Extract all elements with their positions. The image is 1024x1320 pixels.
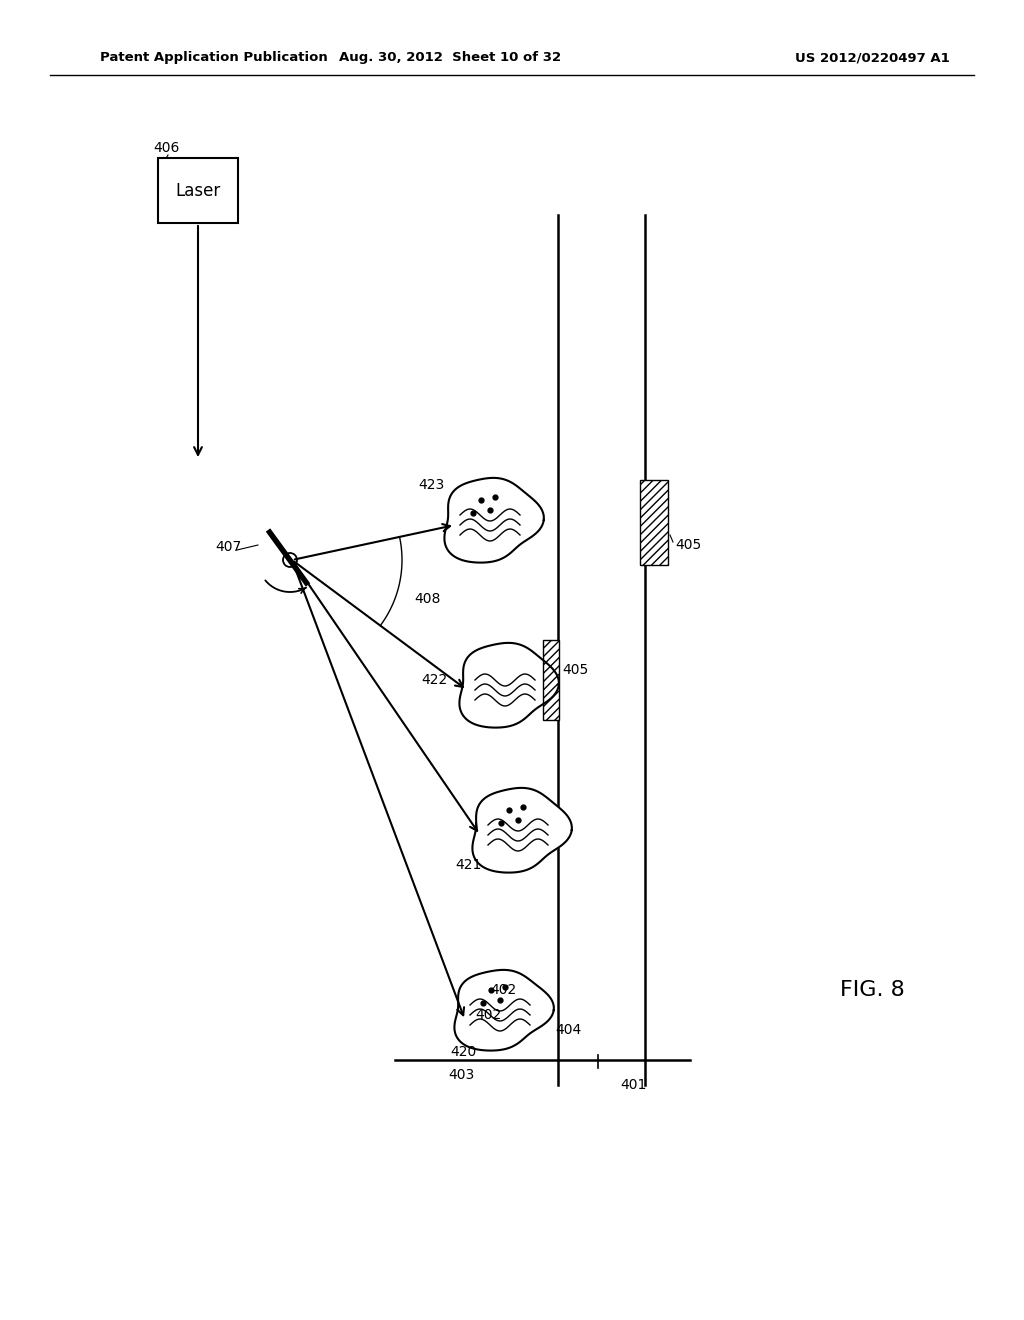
Text: 423: 423 — [419, 478, 445, 492]
Bar — [543, 640, 559, 719]
Text: 402: 402 — [490, 983, 516, 997]
Text: 407: 407 — [215, 540, 242, 554]
Text: 402: 402 — [475, 1008, 502, 1022]
Bar — [640, 480, 668, 565]
Polygon shape — [455, 970, 554, 1051]
Text: 420: 420 — [450, 1045, 476, 1059]
Bar — [158, 158, 238, 223]
Polygon shape — [472, 788, 571, 873]
Text: 408: 408 — [415, 593, 441, 606]
Text: 406: 406 — [153, 141, 179, 154]
Text: Laser: Laser — [175, 181, 220, 199]
Text: 405: 405 — [562, 663, 588, 677]
Text: Patent Application Publication: Patent Application Publication — [100, 51, 328, 65]
Polygon shape — [460, 643, 559, 727]
Text: US 2012/0220497 A1: US 2012/0220497 A1 — [796, 51, 950, 65]
Polygon shape — [444, 478, 544, 562]
Text: 405: 405 — [675, 539, 701, 552]
Text: 421: 421 — [455, 858, 481, 873]
Text: Aug. 30, 2012  Sheet 10 of 32: Aug. 30, 2012 Sheet 10 of 32 — [339, 51, 561, 65]
Text: 401: 401 — [620, 1078, 646, 1092]
Text: FIG. 8: FIG. 8 — [840, 979, 905, 1001]
Text: 422: 422 — [422, 673, 449, 686]
Text: 404: 404 — [555, 1023, 582, 1038]
Text: 403: 403 — [449, 1068, 474, 1082]
